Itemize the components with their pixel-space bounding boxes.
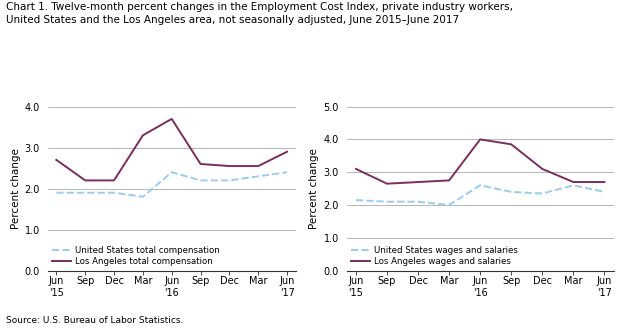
Legend: United States total compensation, Los Angeles total compensation: United States total compensation, Los An… [52, 246, 220, 266]
Legend: United States wages and salaries, Los Angeles wages and salaries: United States wages and salaries, Los An… [351, 246, 518, 266]
Y-axis label: Percent change: Percent change [310, 148, 319, 229]
Text: Chart 1. Twelve-month percent changes in the Employment Cost Index, private indu: Chart 1. Twelve-month percent changes in… [6, 2, 513, 25]
Text: Source: U.S. Bureau of Labor Statistics.: Source: U.S. Bureau of Labor Statistics. [6, 316, 184, 325]
Y-axis label: Percent change: Percent change [11, 148, 20, 229]
